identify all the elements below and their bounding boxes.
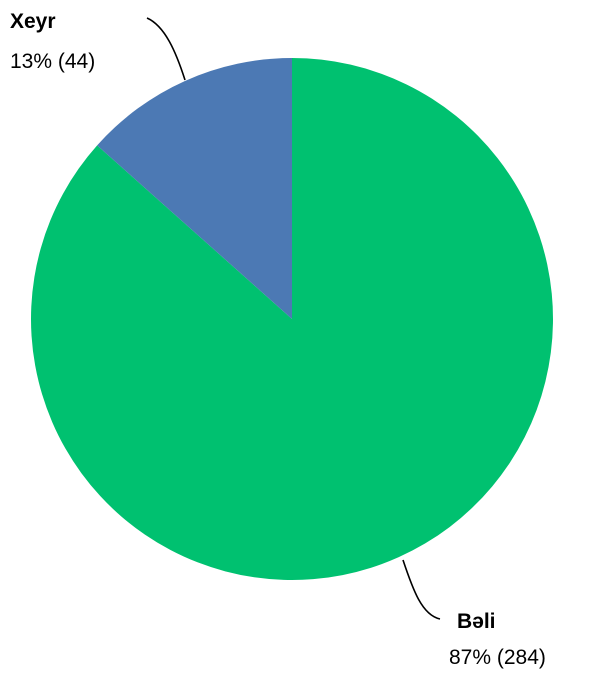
pie-slice-b-li [31, 58, 554, 581]
leader-line-beli [402, 559, 441, 620]
pie-slices [31, 58, 554, 581]
slice-value-beli: 87% (284) [449, 646, 546, 669]
slice-label-beli: Bəli [457, 610, 496, 633]
slice-value-xeyr: 13% (44) [10, 50, 95, 73]
slice-label-xeyr: Xeyr [10, 10, 56, 33]
leader-line-xeyr [146, 17, 186, 81]
pie-slice-xeyr [97, 58, 293, 319]
